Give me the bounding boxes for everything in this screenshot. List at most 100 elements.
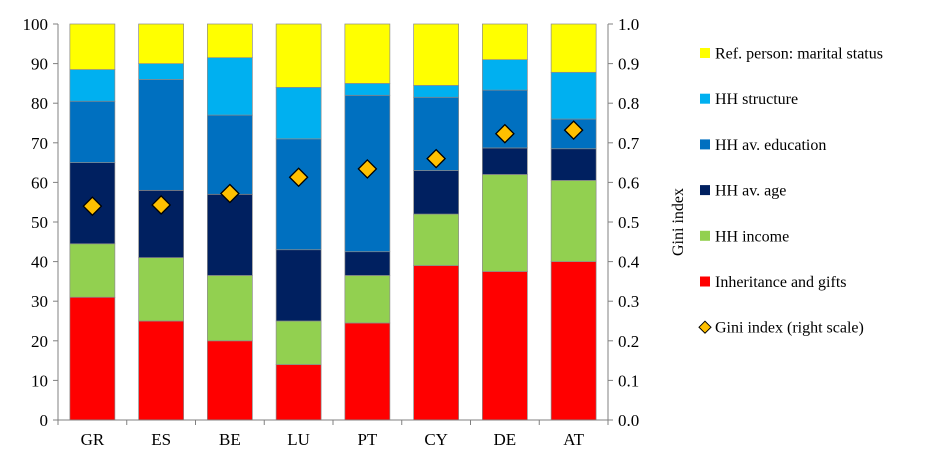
bar-segment-be-2 [207,193,253,276]
bar-segment-at-1 [550,180,597,262]
legend-swatch [700,230,710,241]
bar-segment-pt-0 [344,322,391,421]
bar-segment-de-0 [482,271,528,421]
right-tick-label: 0.8 [618,94,639,113]
gini-markers-layer [82,120,584,217]
bar-segment-es-0 [138,320,184,421]
bar-segment-lu-4 [275,87,322,140]
legend-label: HH income [715,228,789,245]
right-axis-ticks: 0.0 0.1 0.2 0.3 0.4 0.5 0.6 0.7 0.8 0.9 1.0 [608,15,640,430]
legend-item-5: Inheritance and gifts [700,274,847,291]
right-tick-label: 0.7 [618,134,640,153]
bar-segment-gr-4 [69,69,116,102]
bar-segment-es-1 [138,257,184,322]
bar-segment-cy-2 [413,170,459,215]
bar-segment-at-2 [550,148,597,181]
gini-marker-es [151,195,172,215]
bars-layer [69,23,597,421]
legend-label: Inheritance and gifts [715,274,847,291]
bar-segment-de-5 [482,23,528,60]
bar-segment-cy-0 [413,265,459,421]
bar-segment-lu-3 [275,138,322,251]
legend-swatch [700,139,710,150]
x-tick-label-de: DE [494,430,517,449]
right-tick-label: 0.1 [618,371,639,390]
bar-segment-pt-2 [344,251,391,276]
legend-swatch [700,48,710,58]
right-tick-label: 0.6 [618,173,639,192]
x-tick-label-at: AT [563,430,584,449]
bar-segment-be-3 [207,114,253,195]
x-tick-label-cy: CY [424,430,448,449]
bar-segment-be-0 [207,340,253,421]
gini-marker-gr [82,196,103,217]
legend-item-4: HH income [700,228,789,245]
bar-segment-lu-0 [275,364,322,421]
legend-item-3: HH av. age [700,183,786,200]
left-tick-label: 90 [31,55,48,74]
left-tick-label: 20 [31,332,48,351]
right-tick-label: 1.0 [618,15,639,34]
legend-item-6: Gini index (right scale) [698,320,864,337]
bar-segment-gr-1 [69,243,116,298]
gini-marker-at [563,120,584,141]
legend-label: Ref. person: marital status [715,46,883,63]
legend-swatch [700,93,710,104]
bar-segment-es-4 [138,63,184,80]
x-tick-label-pt: PT [357,430,377,449]
bar-segment-cy-4 [413,85,459,98]
x-tick-label-be: BE [219,430,241,449]
left-tick-label: 10 [31,371,48,390]
legend-swatch [700,185,710,196]
gini-marker-pt [357,159,378,179]
right-tick-label: 0.4 [618,253,640,272]
left-tick-label: 50 [31,213,48,232]
legend-item-0: Ref. person: marital status [700,46,883,63]
right-tick-label: 0.2 [618,332,639,351]
legend-label: HH av. education [715,137,826,154]
left-tick-label: 40 [31,253,48,272]
bar-segment-pt-1 [344,275,391,324]
x-tick-label-gr: GR [81,430,105,449]
x-axis-ticks: GR ES BE LU PT CY DE AT [57,420,609,449]
gini-marker-cy [426,148,447,169]
left-tick-label: 60 [31,173,48,192]
gini-marker-de [494,123,515,144]
right-tick-label: 0.5 [618,213,639,232]
gini-marker-lu [288,167,309,188]
right-tick-label: 0.0 [618,411,639,430]
left-axis-ticks: 0 10 20 30 40 50 60 70 80 90 100 [23,15,58,430]
left-tick-label: 70 [31,134,48,153]
bar-segment-gr-5 [69,23,116,70]
left-tick-label: 80 [31,94,48,113]
bar-segment-es-5 [138,23,184,64]
bar-segment-es-3 [138,79,184,191]
bar-segment-be-1 [207,275,253,342]
bar-segment-pt-4 [344,83,391,96]
right-tick-label: 0.9 [618,55,639,74]
bar-segment-pt-5 [344,23,391,84]
right-tick-label: 0.3 [618,292,639,311]
bar-segment-be-5 [207,23,253,59]
bar-segment-gr-3 [69,100,116,163]
bar-segment-de-2 [482,147,528,175]
right-axis-title: Gini index [670,188,687,256]
bar-segment-cy-1 [413,213,459,266]
legend-swatch-diamond [698,320,712,334]
bar-segment-cy-5 [413,23,459,86]
bar-segment-gr-0 [69,296,116,421]
left-tick-label: 100 [23,15,49,34]
bar-segment-at-4 [550,71,597,120]
legend-item-2: HH av. education [700,137,826,154]
bar-segment-be-4 [207,57,253,116]
x-tick-label-lu: LU [287,430,310,449]
legend-label: Gini index (right scale) [715,320,864,337]
left-tick-label: 30 [31,292,48,311]
legend-label: HH structure [715,91,798,108]
x-tick-label-es: ES [151,430,171,449]
bar-segment-lu-2 [275,249,322,322]
gini-marker-be [219,183,240,204]
legend-swatch [700,276,710,287]
bar-segment-de-1 [482,174,528,272]
